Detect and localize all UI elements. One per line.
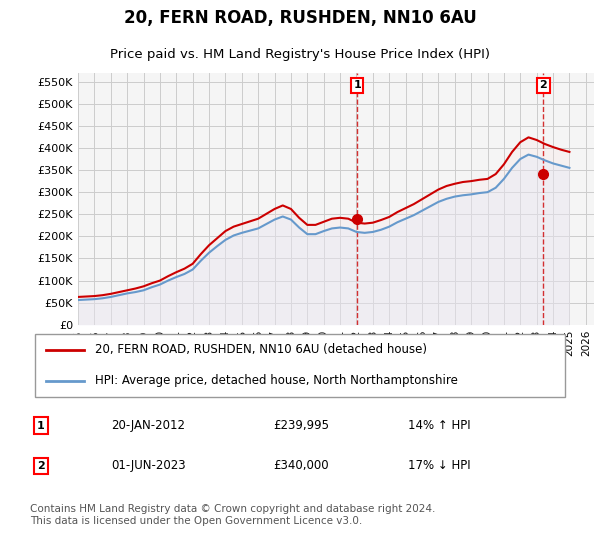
Text: 01-JUN-2023: 01-JUN-2023 [111,459,185,473]
Text: 20, FERN ROAD, RUSHDEN, NN10 6AU (detached house): 20, FERN ROAD, RUSHDEN, NN10 6AU (detach… [95,343,427,357]
Text: 1: 1 [37,421,44,431]
Text: HPI: Average price, detached house, North Northamptonshire: HPI: Average price, detached house, Nort… [95,374,458,388]
Text: 20-JAN-2012: 20-JAN-2012 [111,419,185,432]
Text: 2: 2 [37,461,44,471]
Text: 2: 2 [539,81,547,90]
Text: 20, FERN ROAD, RUSHDEN, NN10 6AU: 20, FERN ROAD, RUSHDEN, NN10 6AU [124,9,476,27]
Text: Contains HM Land Registry data © Crown copyright and database right 2024.
This d: Contains HM Land Registry data © Crown c… [30,504,436,526]
Text: £239,995: £239,995 [273,419,329,432]
Text: Price paid vs. HM Land Registry's House Price Index (HPI): Price paid vs. HM Land Registry's House … [110,48,490,61]
FancyBboxPatch shape [35,334,565,397]
Text: 1: 1 [353,81,361,90]
Text: 17% ↓ HPI: 17% ↓ HPI [408,459,470,473]
Text: 14% ↑ HPI: 14% ↑ HPI [408,419,470,432]
Text: £340,000: £340,000 [273,459,329,473]
